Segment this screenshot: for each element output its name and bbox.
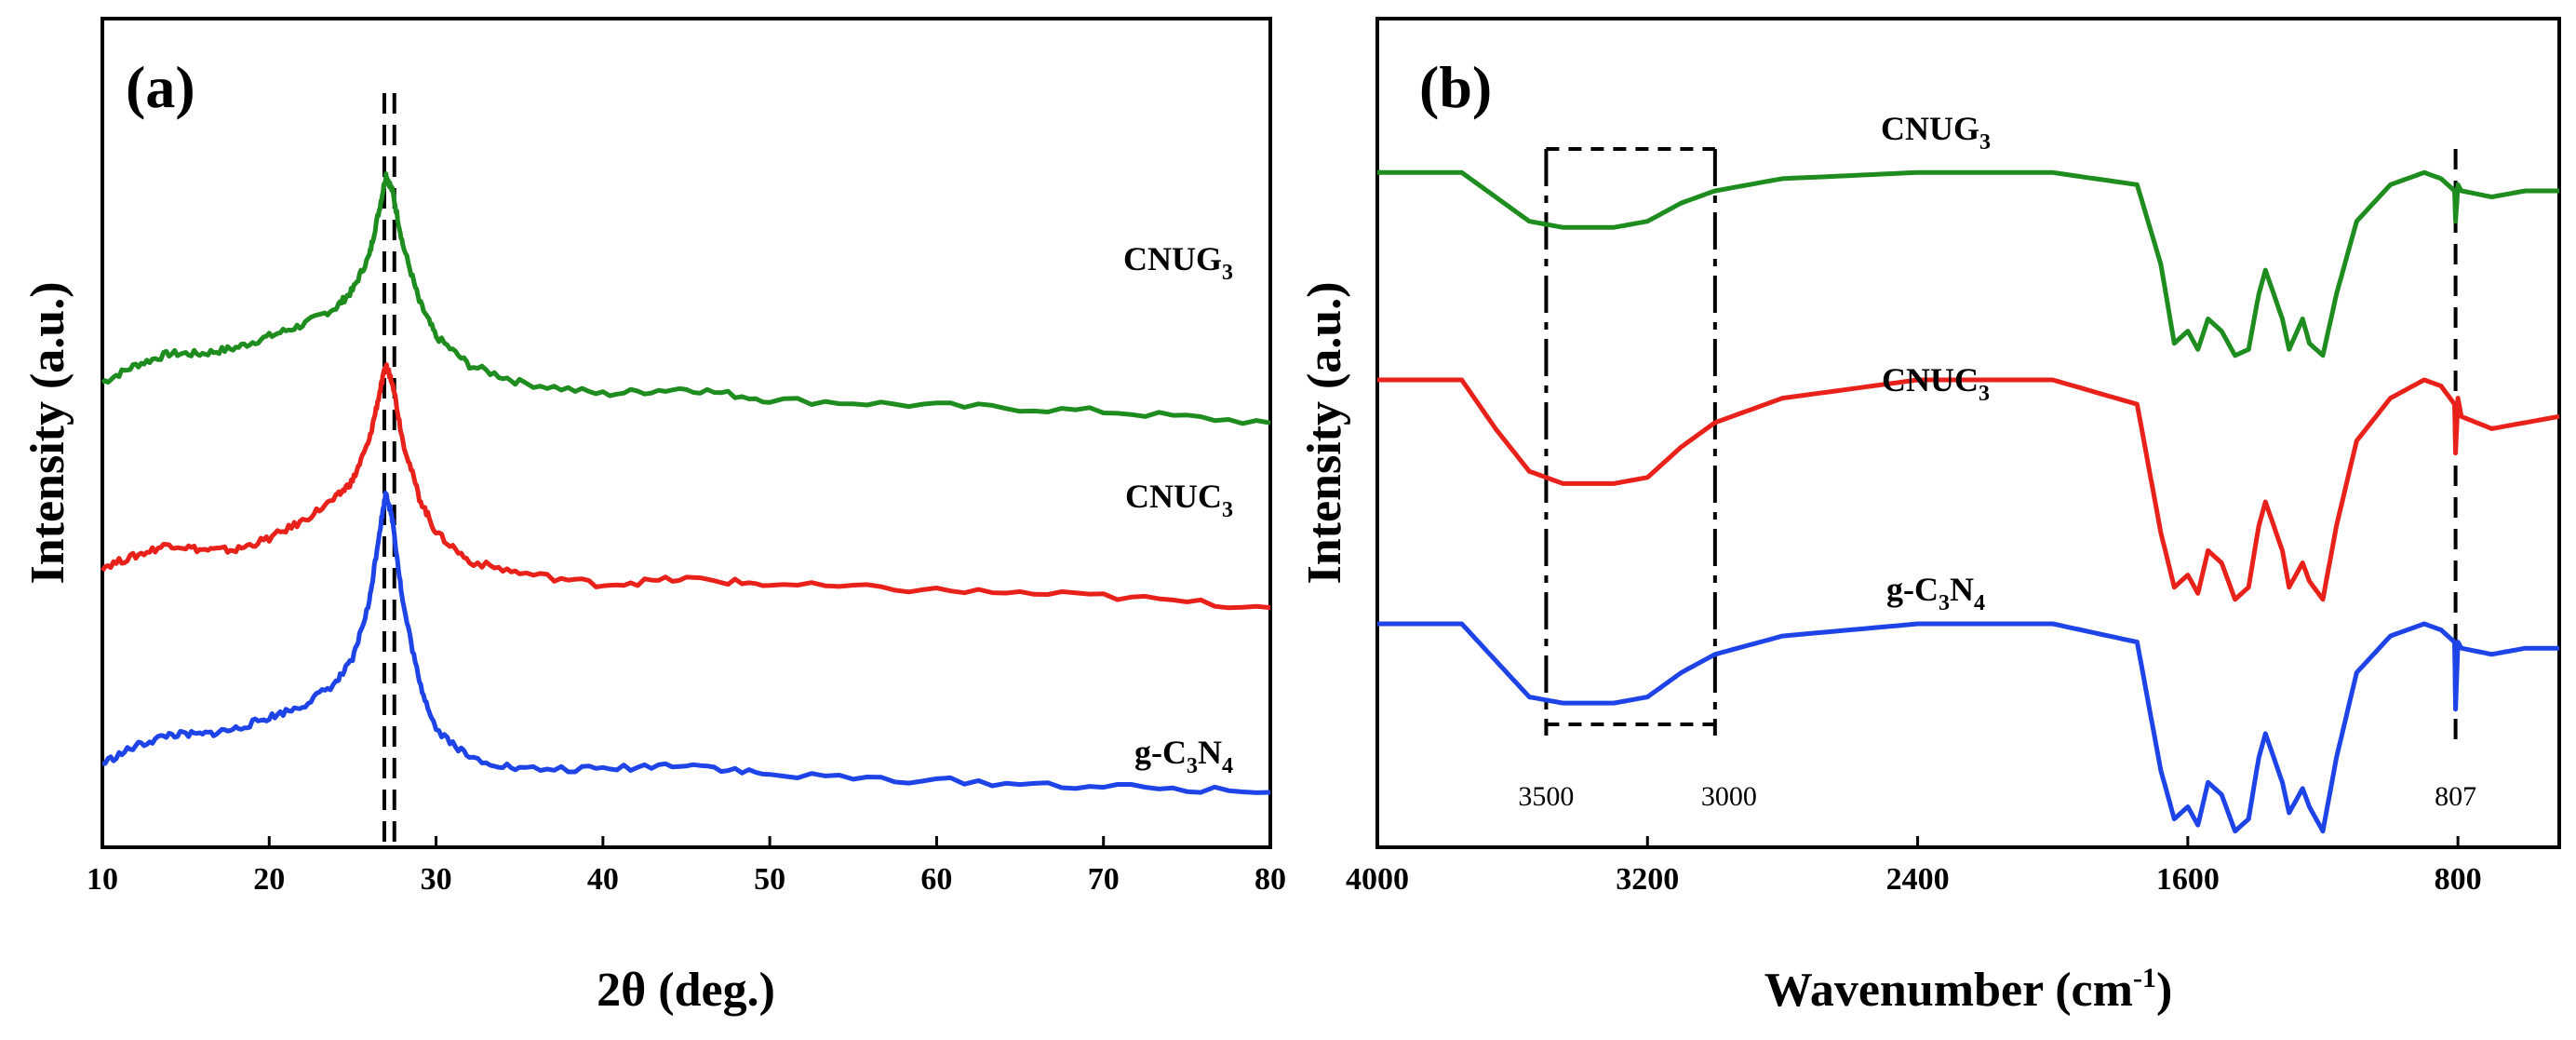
panel-a-series-label-gc3n4: g-C3N4 [1134,734,1233,778]
panel-a-series-label-cnuc3: CNUC3 [1125,478,1233,522]
panel-b-x-ticks: 4000 3200 2400 1600 800 [1346,836,2482,897]
panel-b-annotation-3500: 3500 [1518,781,1574,812]
panel-a-tick-label-70: 70 [1088,862,1120,897]
panel-a-series-cnug3 [101,171,1271,426]
panel-b-tick-label-3200: 3200 [1616,862,1679,897]
panel-a-tick-label-20: 20 [253,862,285,897]
panel-b-series-cnuc3 [1377,377,2560,602]
panel-a-tick-label-10: 10 [87,862,118,897]
panel-a-series-gc3n4 [101,491,1271,795]
panel-b-ftir: (b) 4000 3200 2400 1600 800 3500 3000 807 Wave… [1298,17,2561,1017]
panel-b-series-gc3n4 [1377,621,2559,834]
panel-a-xrd: (a) 10 20 30 40 50 60 70 80 2θ (deg.) Intensity… [21,17,1286,1017]
panel-b-tick-label-800: 800 [2435,862,2482,897]
panel-b-series-label-gc3n4: g-C3N4 [1886,571,1985,615]
panel-b-annotation-3000: 3000 [1701,781,1757,812]
panel-b-series-label-cnuc3: CNUC3 [1882,361,1990,406]
panel-a-series-label-cnug3: CNUG3 [1123,240,1233,285]
panel-b-y-axis-title: Intensity (a.u.) [1298,281,1351,584]
panel-b-series-label-cnug3: CNUG3 [1881,110,1991,155]
panel-a-x-axis-title: 2θ (deg.) [597,964,775,1017]
panel-b-tick-label-1600: 1600 [2156,862,2220,897]
panel-b-label: (b) [1419,54,1492,120]
panel-a-y-axis-title: Intensity (a.u.) [21,281,74,584]
panel-a-tick-label-40: 40 [587,862,619,897]
panel-a-tick-label-80: 80 [1254,862,1286,897]
panel-a-tick-label-60: 60 [920,862,952,897]
panel-b-annotations: 3500 3000 807 [1518,781,2476,812]
panel-b-tick-label-4000: 4000 [1346,862,1409,897]
panel-b-x-axis-title: Wavenumber (cm-1) [1764,963,2173,1017]
panel-a-tick-label-50: 50 [754,862,785,897]
panel-b-series-cnug3 [1377,169,2559,358]
panel-a-series-cnuc3 [100,362,1271,611]
panel-b-tick-label-2400: 2400 [1886,862,1950,897]
panel-b-annotation-807: 807 [2435,781,2476,812]
panel-b-curves [1377,169,2560,834]
panel-a-tick-label-30: 30 [421,862,452,897]
panel-a-curves [100,171,1271,795]
panel-a-frame [101,17,1272,849]
panel-a-label: (a) [126,54,195,120]
panel-b-frame [1375,17,2561,849]
panel-a-x-ticks: 10 20 30 40 50 60 70 80 [87,836,1286,897]
